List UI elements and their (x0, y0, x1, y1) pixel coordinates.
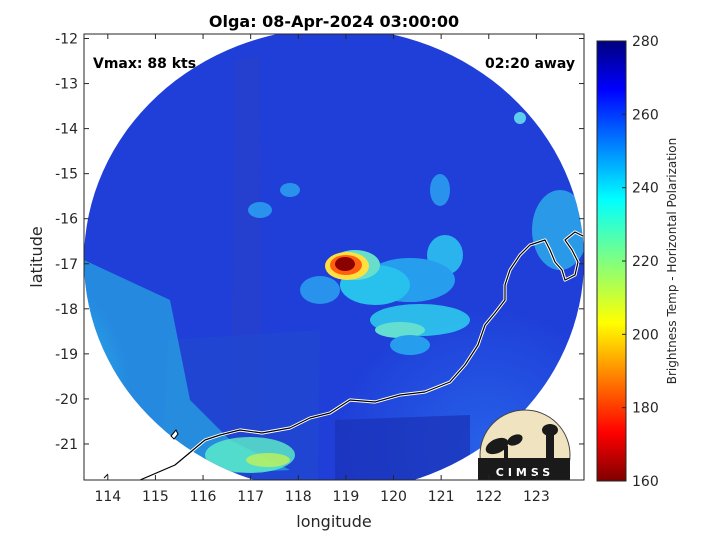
axes-frame (83, 33, 585, 481)
x-tick-label: 118 (285, 489, 312, 505)
x-tick-label: 114 (94, 489, 121, 505)
y-axis-label: latitude (27, 226, 46, 287)
y-tick-label: -19 (55, 347, 78, 363)
colorbar-label: Brightness Temp - Horizontal Polarizatio… (665, 138, 679, 385)
y-tick-label: -13 (55, 77, 78, 93)
y-tick-label: -16 (55, 212, 78, 228)
x-tick-label: 122 (475, 489, 502, 505)
storm-core (325, 252, 369, 280)
y-tick-label: -14 (55, 122, 78, 138)
y-tick-label: -18 (55, 302, 78, 318)
x-tick-label: 119 (333, 489, 360, 505)
x-tick-label: 121 (428, 489, 455, 505)
vmax-annotation: Vmax: 88 kts (93, 56, 196, 72)
colorbar-tick-label: 200 (632, 327, 659, 343)
x-tick-label: 120 (380, 489, 407, 505)
x-tick-label: 116 (190, 489, 217, 505)
colorbar (596, 40, 627, 482)
colorbar-tick-label: 180 (632, 401, 659, 417)
colorbar-tick-label: 280 (632, 34, 659, 50)
y-ticks: -12 -13 -14 -15 -16 -17 -18 -19 -20 -21 (55, 32, 584, 453)
x-ticks: 114 115 116 117 118 119 120 121 122 123 (94, 34, 550, 505)
y-tick-label: -21 (55, 437, 78, 453)
x-tick-label: 117 (237, 489, 264, 505)
chart-title: Olga: 08-Apr-2024 03:00:00 (209, 12, 459, 31)
x-tick-label: 115 (142, 489, 169, 505)
colorbar-tick-label: 240 (632, 181, 659, 197)
colorbar-tick-label: 260 (632, 107, 659, 123)
map-panel: CIMSS Vmax: 88 kts 02:20 away (84, 34, 584, 480)
y-tick-label: -12 (55, 32, 78, 48)
y-tick-label: -17 (55, 257, 78, 273)
logo-text: CIMSS (496, 466, 554, 479)
x-tick-label: 123 (523, 489, 550, 505)
x-axis-label: longitude (296, 512, 371, 531)
y-tick-label: -15 (55, 167, 78, 183)
colorbar-tick-label: 160 (632, 474, 659, 490)
rainbands (248, 174, 470, 355)
y-tick-label: -20 (55, 392, 78, 408)
time-away-annotation: 02:20 away (485, 56, 575, 72)
colorbar-tick-label: 220 (632, 254, 659, 270)
colorbar-ticks: 160 180 200 220 240 260 280 (622, 34, 659, 490)
